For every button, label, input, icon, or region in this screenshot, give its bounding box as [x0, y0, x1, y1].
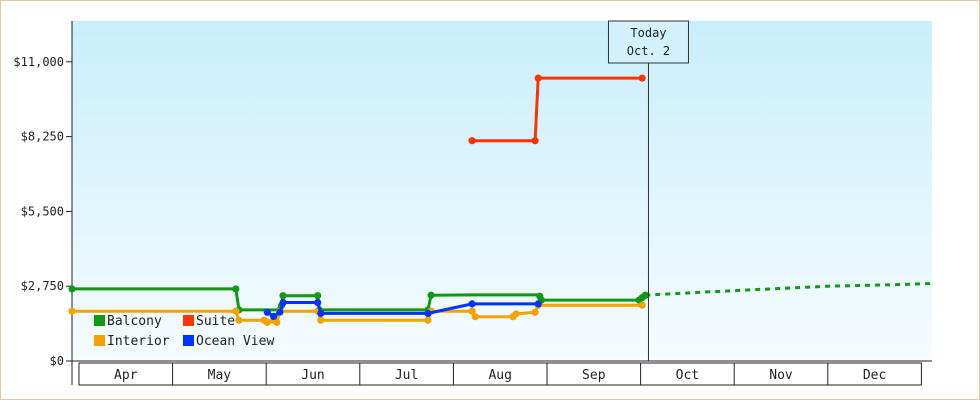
month-label: Jul: [395, 368, 418, 383]
today-label: Today: [630, 26, 666, 40]
projection-line-balcony: [645, 282, 933, 297]
today-box: [607, 20, 689, 64]
y-tick-label: $8,250: [21, 130, 64, 144]
data-point-interior: [638, 301, 646, 309]
data-point-ocean-view: [424, 309, 432, 317]
y-tick-label: $5,500: [21, 204, 64, 218]
data-point-balcony: [279, 292, 287, 300]
month-label: Dec: [863, 368, 886, 383]
data-point-ocean-view: [314, 298, 322, 307]
today-date: Oct. 2: [627, 44, 670, 58]
data-point-suite: [638, 74, 646, 82]
data-point-balcony: [68, 285, 76, 293]
data-point-balcony: [232, 285, 240, 293]
legend-swatch-suite: [183, 315, 194, 326]
series-line-suite: [472, 76, 643, 143]
month-label: Sep: [582, 368, 606, 383]
data-point-suite: [468, 137, 476, 145]
data-point-interior: [424, 316, 432, 324]
y-tick-label: $2,750: [21, 279, 64, 293]
legend-swatch-interior: [94, 335, 105, 346]
data-point-interior: [317, 316, 325, 324]
y-tick-label: $11,000: [13, 55, 64, 69]
month-label: Aug: [488, 368, 511, 383]
legend-swatch-balcony: [94, 315, 105, 326]
data-point-ocean-view: [279, 298, 287, 307]
data-point-interior: [531, 308, 539, 316]
month-label: Apr: [114, 368, 138, 383]
data-point-ocean-view: [270, 312, 278, 320]
legend-label-interior: Interior: [107, 334, 170, 349]
legend-label-ocean-view: Ocean View: [196, 334, 274, 349]
data-point-interior: [232, 307, 240, 315]
today-marker: Today Oct. 2: [607, 20, 689, 361]
data-point-interior: [471, 313, 479, 321]
month-label: May: [208, 368, 232, 383]
data-point-suite: [531, 137, 539, 145]
data-point-ocean-view: [276, 308, 284, 316]
data-point-interior: [512, 310, 520, 318]
legend: Balcony Suite Interior Ocean View: [94, 314, 274, 349]
y-axis: $0 $2,750 $5,500 $8,250 $11,000: [13, 21, 73, 385]
legend-label-balcony: Balcony: [107, 314, 162, 329]
data-point-interior: [468, 307, 476, 315]
data-point-interior: [235, 316, 243, 324]
series-layer: [68, 74, 933, 326]
legend-label-suite: Suite: [196, 314, 235, 329]
data-point-ocean-view: [534, 300, 542, 308]
month-label: Jun: [301, 368, 324, 383]
month-label: Oct: [676, 368, 699, 383]
data-point-interior: [68, 307, 76, 315]
data-point-interior: [263, 318, 271, 326]
data-point-suite: [534, 74, 542, 82]
x-axis: Apr May Jun Jul Aug Sep Oct Nov Dec: [72, 360, 932, 386]
month-label: Nov: [769, 368, 793, 383]
data-point-balcony: [314, 292, 322, 300]
data-point-balcony: [427, 291, 435, 299]
data-point-ocean-view: [468, 300, 476, 308]
data-point-ocean-view: [317, 309, 325, 317]
y-tick-label: $0: [50, 354, 64, 368]
data-point-interior: [273, 318, 281, 326]
data-point-ocean-view: [263, 308, 271, 316]
legend-swatch-ocean-view: [183, 335, 194, 346]
month-band: [78, 362, 922, 386]
